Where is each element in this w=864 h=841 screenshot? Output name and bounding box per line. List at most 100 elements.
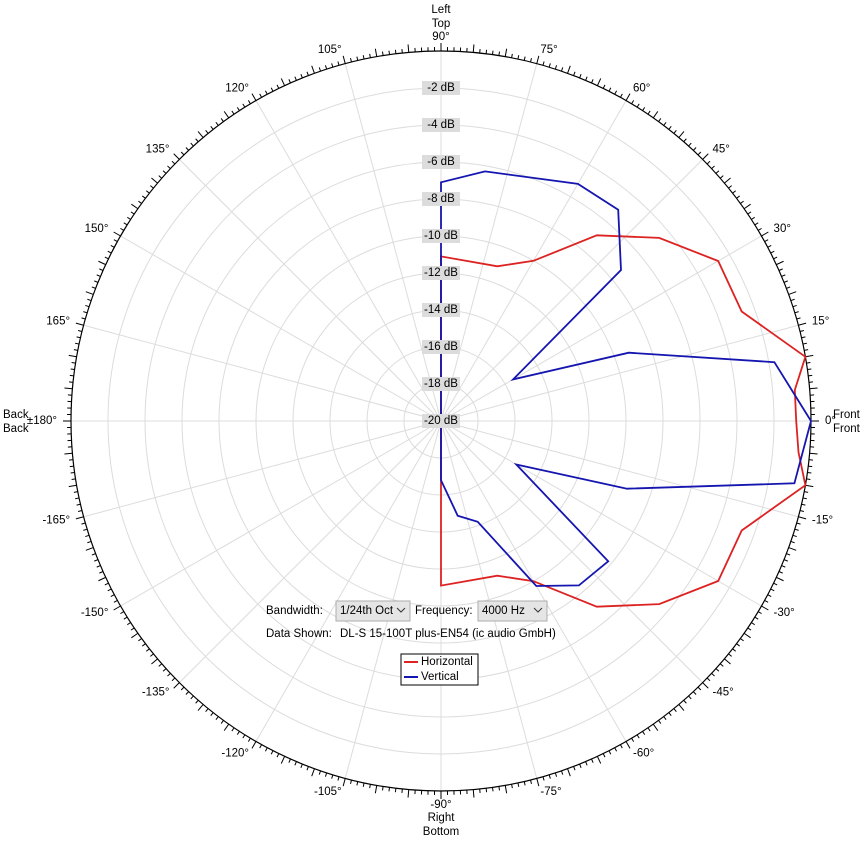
degree-tick (788, 547, 797, 551)
angle-label: 90° (432, 31, 449, 43)
degree-tick (794, 311, 799, 314)
degree-tick (113, 239, 118, 243)
degree-tick (788, 291, 797, 295)
degree-tick (276, 84, 280, 89)
grid-spoke (440, 235, 762, 422)
degree-tick (150, 185, 154, 189)
grid-spoke (440, 420, 799, 518)
labels: 0° 15° 30° 45° 60° 75° 90° 105° 120° 135° 150° 165°… (3, 4, 861, 838)
degree-tick (472, 44, 475, 53)
degree-tick (306, 766, 309, 771)
degree-tick (113, 231, 121, 237)
frequency-select[interactable] (477, 600, 548, 622)
degree-tick (75, 322, 84, 326)
degree-tick (94, 559, 99, 562)
degree-tick (688, 695, 692, 700)
degree-tick (138, 638, 142, 642)
degree-tick (692, 691, 697, 695)
degree-tick (747, 211, 752, 215)
degree-tick (636, 103, 640, 108)
degree-tick (743, 632, 751, 639)
degree-tick (683, 699, 687, 704)
degree-tick (381, 786, 384, 791)
degree-tick (567, 768, 571, 777)
legend-label: Horizontal (421, 656, 473, 668)
degree-tick (342, 778, 346, 787)
degree-tick (77, 510, 83, 512)
degree-tick (107, 588, 112, 592)
degree-tick (306, 71, 309, 76)
ring-label: -20 dB (424, 415, 458, 427)
degree-tick (548, 774, 551, 779)
ring-label-bg (422, 266, 460, 280)
angle-label: 135° (146, 144, 170, 156)
degree-tick (706, 160, 711, 165)
degree-tick (783, 559, 788, 562)
degree-tick (511, 784, 513, 789)
ring-label: -10 dB (424, 230, 458, 242)
degree-tick (356, 781, 359, 786)
degree-tick (614, 747, 618, 752)
ring-label-bg (422, 414, 460, 428)
degree-tick (185, 691, 190, 695)
degree-tick (652, 111, 659, 119)
degree-tick (318, 67, 322, 72)
degree-tick (131, 203, 139, 210)
degree-tick (673, 708, 677, 712)
degree-tick (356, 56, 359, 61)
legend-box (400, 653, 479, 686)
degree-tick (523, 56, 526, 61)
angle-label: -45° (713, 687, 734, 699)
degree-tick (276, 753, 280, 758)
degree-tick (220, 720, 224, 724)
grid-spoke (440, 420, 762, 607)
degree-tick (350, 779, 352, 785)
degree-tick (530, 57, 532, 63)
ring-label: -8 dB (427, 193, 455, 205)
degree-tick (120, 611, 125, 615)
degree-tick (790, 298, 795, 302)
angle-label: -90° (430, 799, 451, 811)
degree-tick (300, 74, 303, 79)
degree-tick (388, 787, 391, 792)
grid-spoke (440, 324, 799, 422)
degree-tick (342, 55, 346, 64)
bandwidth-select[interactable] (335, 600, 411, 622)
degree-tick (631, 100, 635, 105)
degree-tick (711, 165, 715, 170)
degree-tick (658, 118, 662, 122)
degree-tick (504, 48, 508, 57)
ring-label: -4 dB (427, 119, 455, 131)
angle-label: -75° (540, 786, 561, 798)
degree-tick (91, 286, 96, 289)
degree-tick (523, 781, 526, 786)
degree-tick (796, 317, 801, 320)
degree-tick (158, 175, 163, 179)
degree-tick (205, 130, 209, 134)
degree-tick (647, 110, 651, 115)
degree-tick (602, 753, 606, 758)
degree-tick (190, 695, 194, 700)
degree-tick (162, 170, 167, 174)
degree-tick (190, 142, 194, 147)
degree-tick (761, 231, 769, 237)
degree-tick (663, 122, 667, 126)
degree-tick (809, 387, 818, 390)
degree-tick (173, 682, 180, 689)
degree-tick (778, 268, 783, 271)
degree-tick (75, 497, 80, 500)
degree-tick (331, 63, 334, 68)
degree-tick (573, 766, 576, 771)
degree-tick (783, 280, 788, 283)
degree-tick (754, 222, 759, 226)
degree-tick (280, 78, 286, 86)
degree-tick (678, 704, 685, 711)
degree-tick (794, 528, 799, 531)
degree-tick (724, 658, 731, 665)
degree-tick (743, 203, 751, 210)
degree-tick (77, 330, 83, 332)
degree-tick (318, 770, 322, 775)
degree-tick (757, 611, 762, 615)
degree-tick (740, 638, 744, 642)
degree-tick (767, 594, 772, 598)
